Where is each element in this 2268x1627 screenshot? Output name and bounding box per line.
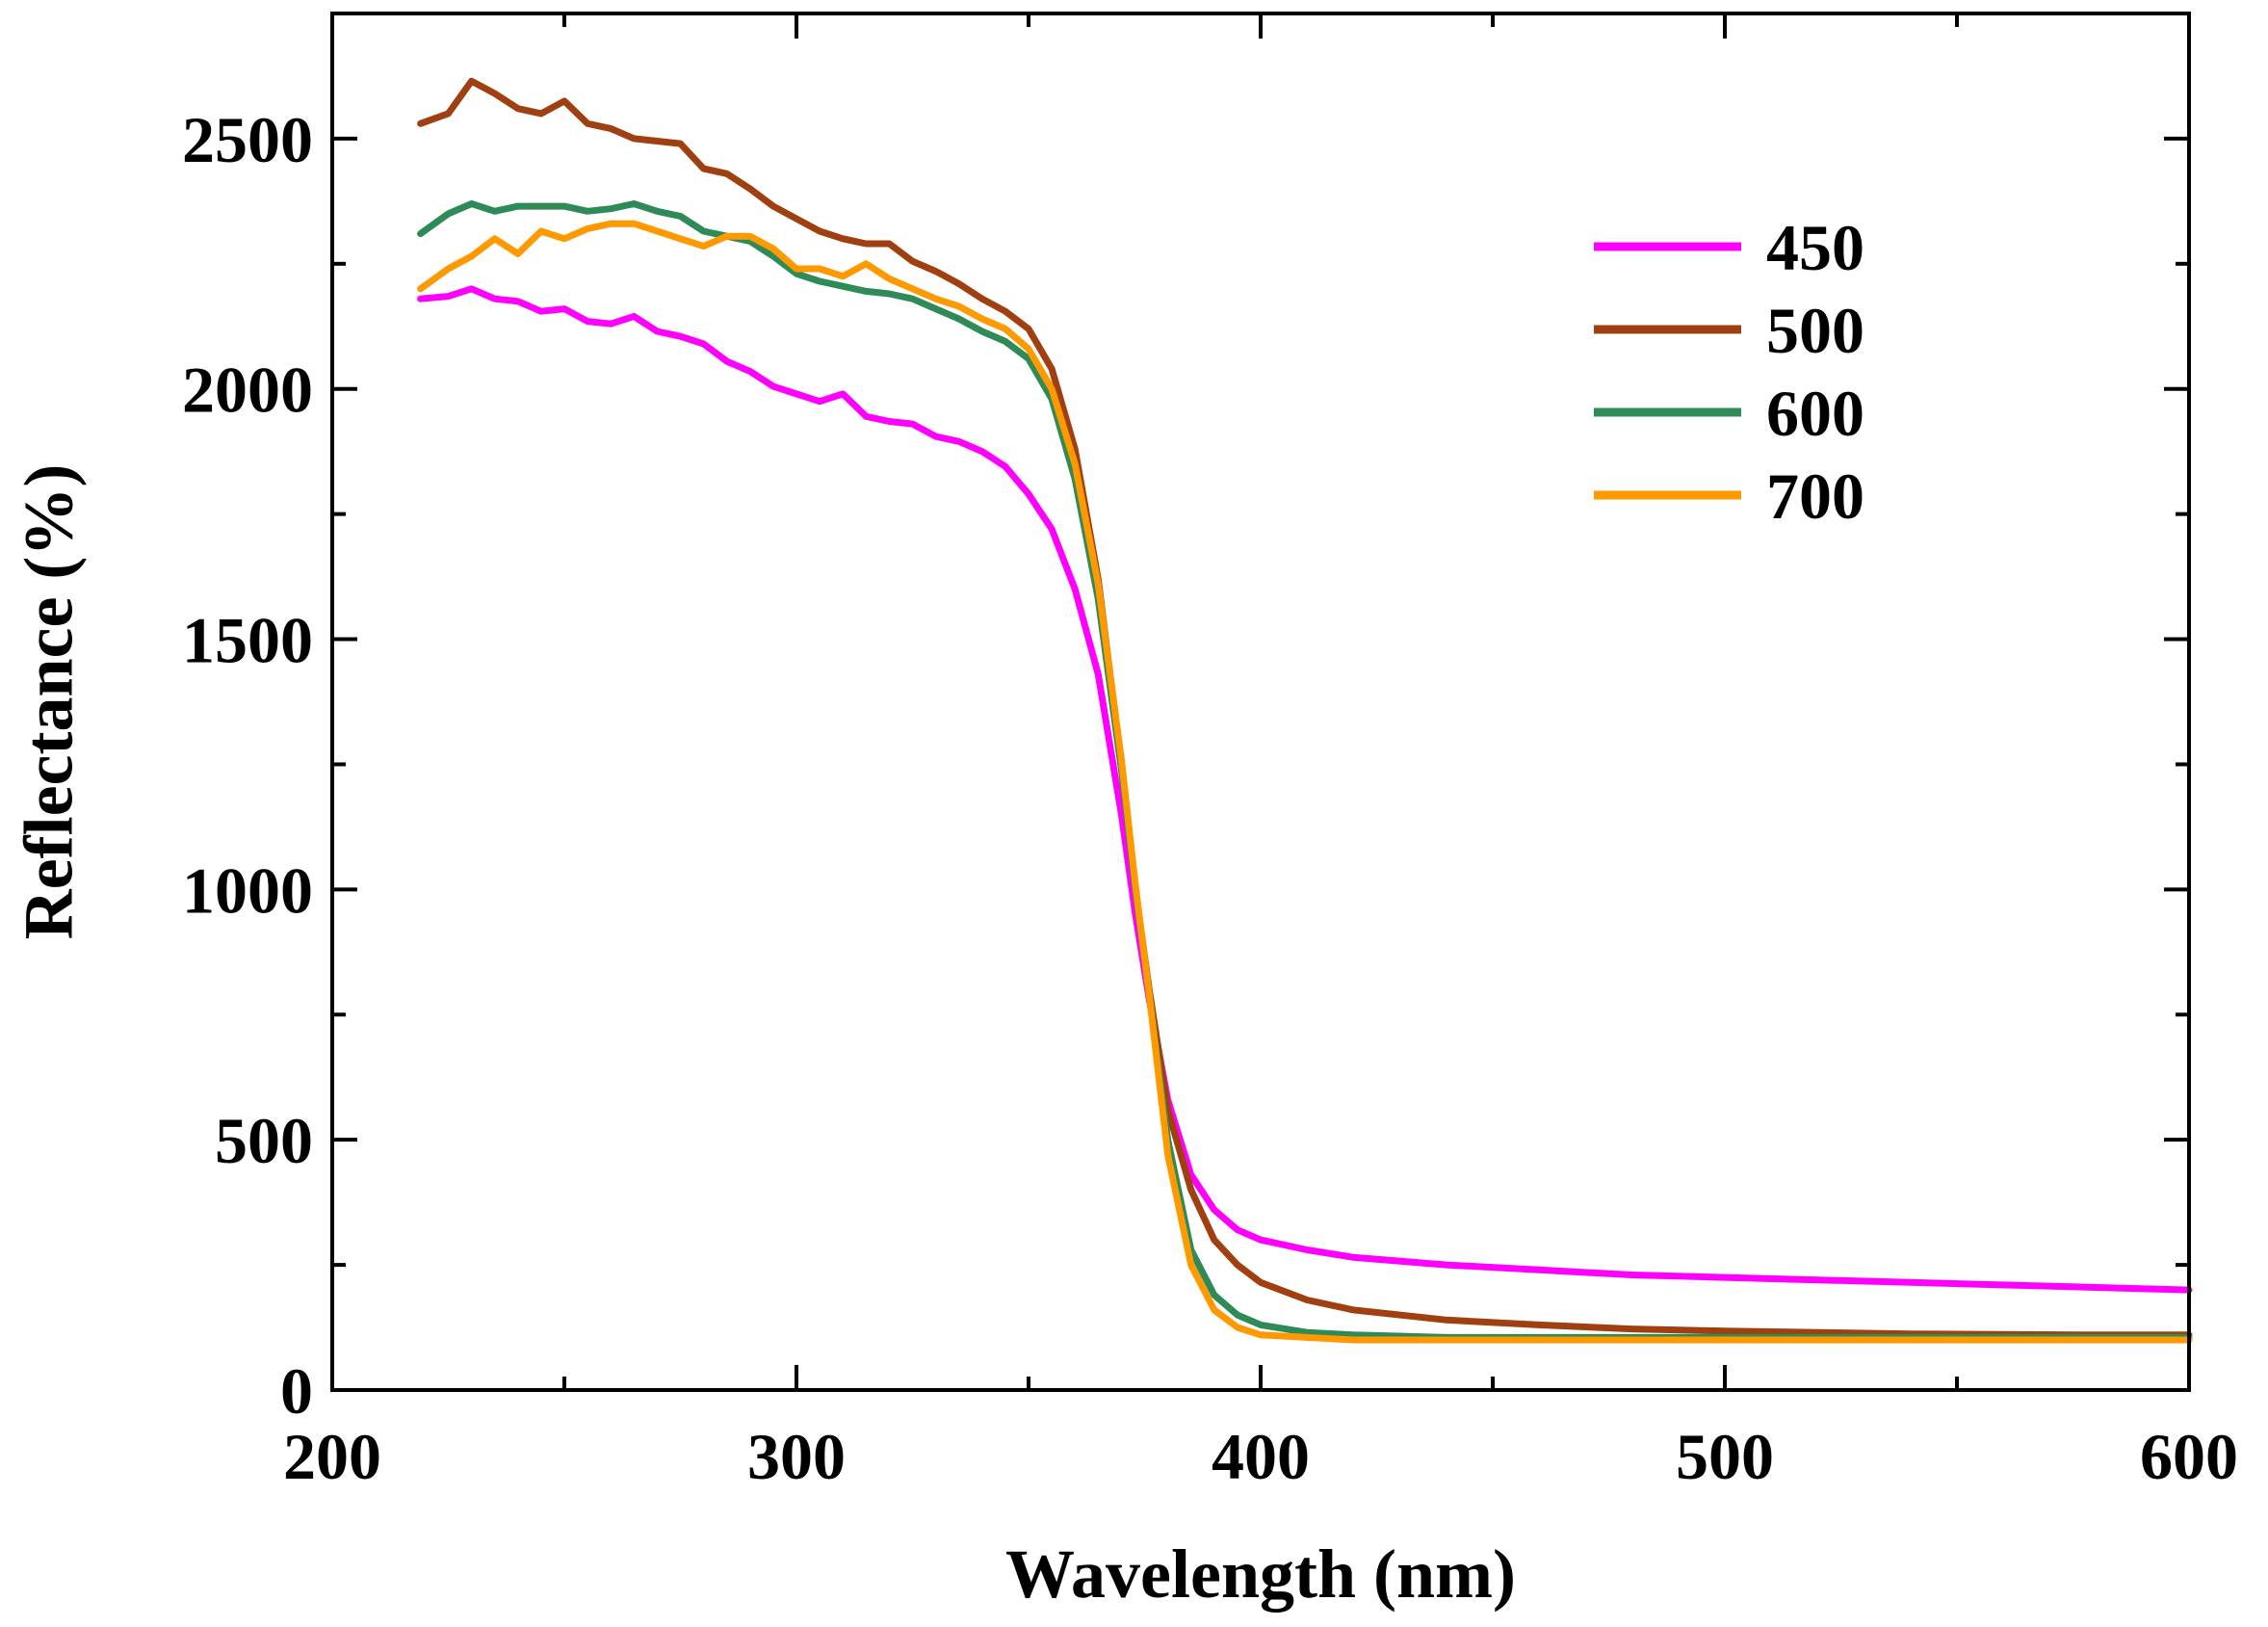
series-line-450 (417, 285, 2193, 1294)
legend-label-450: 450 (1766, 211, 1864, 284)
x-tick-labels: 200 300 400 500 600 (283, 1420, 2238, 1493)
x-tick-label: 400 (1212, 1420, 1310, 1493)
data-series (417, 77, 2193, 1344)
y-tick-label: 1000 (182, 853, 313, 927)
legend: 450 500 600 700 (1594, 211, 1864, 533)
series-line-500 (417, 77, 2193, 1339)
y-tick-label: 500 (215, 1104, 313, 1177)
y-tick-label: 2000 (182, 354, 313, 427)
x-tick-label: 200 (283, 1420, 381, 1493)
x-tick-label: 500 (1676, 1420, 1774, 1493)
legend-label-700: 700 (1766, 459, 1864, 533)
series-line-600 (417, 200, 2193, 1341)
series-line-700 (417, 220, 2193, 1344)
y-tick-label: 2500 (182, 103, 313, 176)
x-tick-label: 300 (747, 1420, 846, 1493)
x-tick-label: 600 (2140, 1420, 2238, 1493)
y-axis-title: Reflectance (%) (11, 464, 88, 940)
x-axis-title: Wavelength (nm) (1005, 1535, 1516, 1613)
y-tick-labels: 0 500 1000 1500 2000 2500 (182, 103, 313, 1428)
legend-label-600: 600 (1766, 377, 1864, 450)
y-tick-label: 0 (280, 1354, 313, 1428)
plot-frame (330, 12, 2191, 1392)
legend-label-500: 500 (1766, 294, 1864, 367)
y-tick-label: 1500 (182, 604, 313, 677)
